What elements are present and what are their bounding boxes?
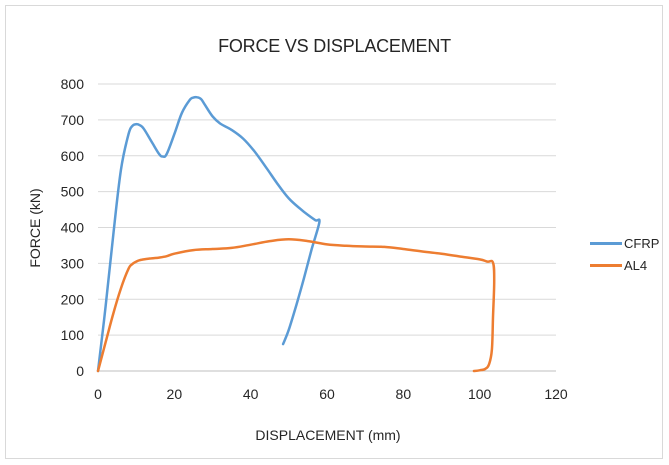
x-axis-label: DISPLACEMENT (mm) bbox=[255, 427, 400, 443]
y-tick-label: 400 bbox=[61, 220, 85, 236]
y-tick-label: 0 bbox=[76, 363, 84, 379]
legend-swatch-al4 bbox=[590, 263, 622, 267]
legend-item-cfrp: CFRP bbox=[590, 232, 659, 254]
legend-swatch-cfrp bbox=[590, 241, 622, 245]
legend-item-al4: AL4 bbox=[590, 254, 659, 276]
y-tick-label: 500 bbox=[61, 184, 85, 200]
x-tick-labels: 0 20 40 60 80 100 120 bbox=[94, 386, 568, 402]
x-tick-label: 20 bbox=[167, 386, 183, 402]
y-tick-label: 800 bbox=[61, 76, 85, 92]
x-tick-label: 100 bbox=[468, 386, 492, 402]
x-tick-label: 0 bbox=[94, 386, 102, 402]
y-tick-label: 700 bbox=[61, 112, 85, 128]
legend-label-cfrp: CFRP bbox=[624, 235, 660, 251]
y-axis-label: FORCE (kN) bbox=[27, 188, 43, 267]
y-tick-label: 600 bbox=[61, 148, 85, 164]
series-line-cfrp bbox=[96, 95, 321, 373]
y-tick-label: 100 bbox=[61, 327, 85, 343]
series-line-al4 bbox=[96, 238, 496, 373]
series-lines bbox=[96, 95, 496, 373]
chart-title: FORCE VS DISPLACEMENT bbox=[218, 36, 451, 56]
y-tick-label: 200 bbox=[61, 291, 85, 307]
y-tick-label: 300 bbox=[61, 255, 85, 271]
legend-label-al4: AL4 bbox=[624, 257, 648, 273]
x-tick-label: 120 bbox=[544, 386, 568, 402]
gridlines bbox=[98, 83, 556, 372]
y-tick-labels: 0 100 200 300 400 500 600 700 800 bbox=[61, 76, 85, 379]
x-tick-label: 60 bbox=[319, 386, 335, 402]
x-tick-label: 40 bbox=[243, 386, 259, 402]
x-tick-label: 80 bbox=[396, 386, 412, 402]
legend: CFRP AL4 bbox=[590, 232, 659, 276]
